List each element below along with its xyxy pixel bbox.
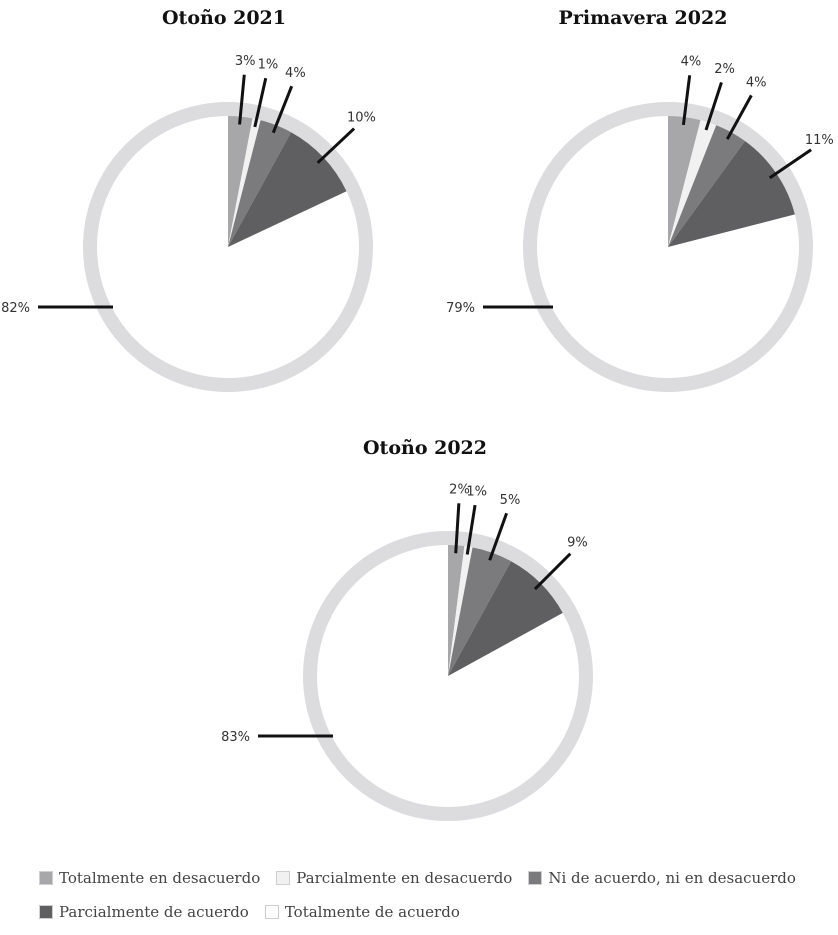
pie-slice xyxy=(448,561,563,676)
slice-label: 1% xyxy=(258,57,279,72)
pie-charts: 3% 1%4%10%82%4%2%4%11%79%2%1%5%9%83% xyxy=(1,54,834,821)
pie-slice xyxy=(668,141,795,247)
pie-slice xyxy=(668,116,701,247)
leader-line xyxy=(704,82,723,131)
pie-slice xyxy=(228,120,292,247)
legend-item-totalmente-en-desacuerdo: Totalmente en desacuerdo xyxy=(39,869,260,887)
pie-slice-ring xyxy=(83,102,373,392)
slice-label: 9% xyxy=(567,536,588,551)
legend-label: Ni de acuerdo, ni en desacuerdo xyxy=(548,869,796,887)
leader-line xyxy=(768,148,812,180)
pie-slice xyxy=(668,120,717,247)
pie-chart-2: 2%1% 5% 9% 83% xyxy=(221,482,593,821)
pie-slice xyxy=(448,545,465,676)
pie-slice-ring xyxy=(523,102,813,392)
pie-chart-1: 4% 2% 4% 11% 79% xyxy=(446,54,834,392)
slice-label: 2% xyxy=(449,482,470,497)
pie-chart-0: 3% 1% 4% 10% 82% xyxy=(1,54,376,392)
legend-swatch xyxy=(528,871,543,885)
slice-label: 82% xyxy=(1,301,30,316)
leader-line xyxy=(533,552,572,591)
slice-label: 3% xyxy=(235,54,256,69)
slice-label: 79% xyxy=(446,301,475,316)
legend-label: Parcialmente de acuerdo xyxy=(59,903,249,921)
leader-line xyxy=(271,85,294,134)
chart-title-otono-2021: Otoño 2021 xyxy=(162,7,286,29)
pie-slice xyxy=(668,125,745,247)
legend-swatch xyxy=(39,905,53,919)
legend-label: Parcialmente en desacuerdo xyxy=(296,869,513,887)
pie-slice xyxy=(228,118,261,247)
pie-slice xyxy=(228,132,347,247)
legend-row: Parcialmente de acuerdo Totalmente de ac… xyxy=(39,901,829,923)
leader-line xyxy=(465,504,477,555)
legend-row: Totalmente en desacuerdo Parcialmente en… xyxy=(39,867,829,889)
leader-line xyxy=(316,127,356,164)
chart-title-primavera-2022: Primavera 2022 xyxy=(558,7,728,29)
leader-line xyxy=(238,74,246,125)
leader-line xyxy=(488,512,509,561)
pie-slice xyxy=(448,546,473,676)
leader-line xyxy=(681,75,692,126)
slice-label: 2% xyxy=(714,62,735,77)
pie-slice xyxy=(448,547,512,676)
legend-swatch xyxy=(39,871,53,885)
leader-line xyxy=(253,77,268,128)
leader-line xyxy=(454,503,461,554)
slice-label: 83% xyxy=(221,730,250,745)
slice-label: 11% xyxy=(805,133,834,148)
slice-label: 5% xyxy=(500,493,521,508)
legend-label: Totalmente de acuerdo xyxy=(284,903,460,921)
legend-swatch xyxy=(264,905,279,919)
legend-item-totalmente-de-acuerdo: Totalmente de acuerdo xyxy=(264,903,460,921)
slice-label: 4% xyxy=(681,54,702,69)
legend-item-parcialmente-en-desacuerdo: Parcialmente en desacuerdo xyxy=(276,869,512,887)
legend-swatch xyxy=(276,871,291,885)
slice-label: 4% xyxy=(285,66,306,81)
pie-slice-ring xyxy=(303,531,593,821)
slice-label: 4% xyxy=(746,76,767,91)
legend-item-parcialmente-de-acuerdo: Parcialmente de acuerdo xyxy=(39,903,249,921)
leader-line xyxy=(725,94,753,140)
pie-slice xyxy=(228,116,253,247)
chart-title-otono-2022: Otoño 2022 xyxy=(363,437,487,459)
legend-label: Totalmente en desacuerdo xyxy=(59,869,261,887)
legend-item-ni-de-acuerdo: Ni de acuerdo, ni en desacuerdo xyxy=(528,869,796,887)
legend: Totalmente en desacuerdo Parcialmente en… xyxy=(39,867,829,935)
slice-label: 1% xyxy=(466,484,487,499)
slice-label: 10% xyxy=(347,111,376,126)
